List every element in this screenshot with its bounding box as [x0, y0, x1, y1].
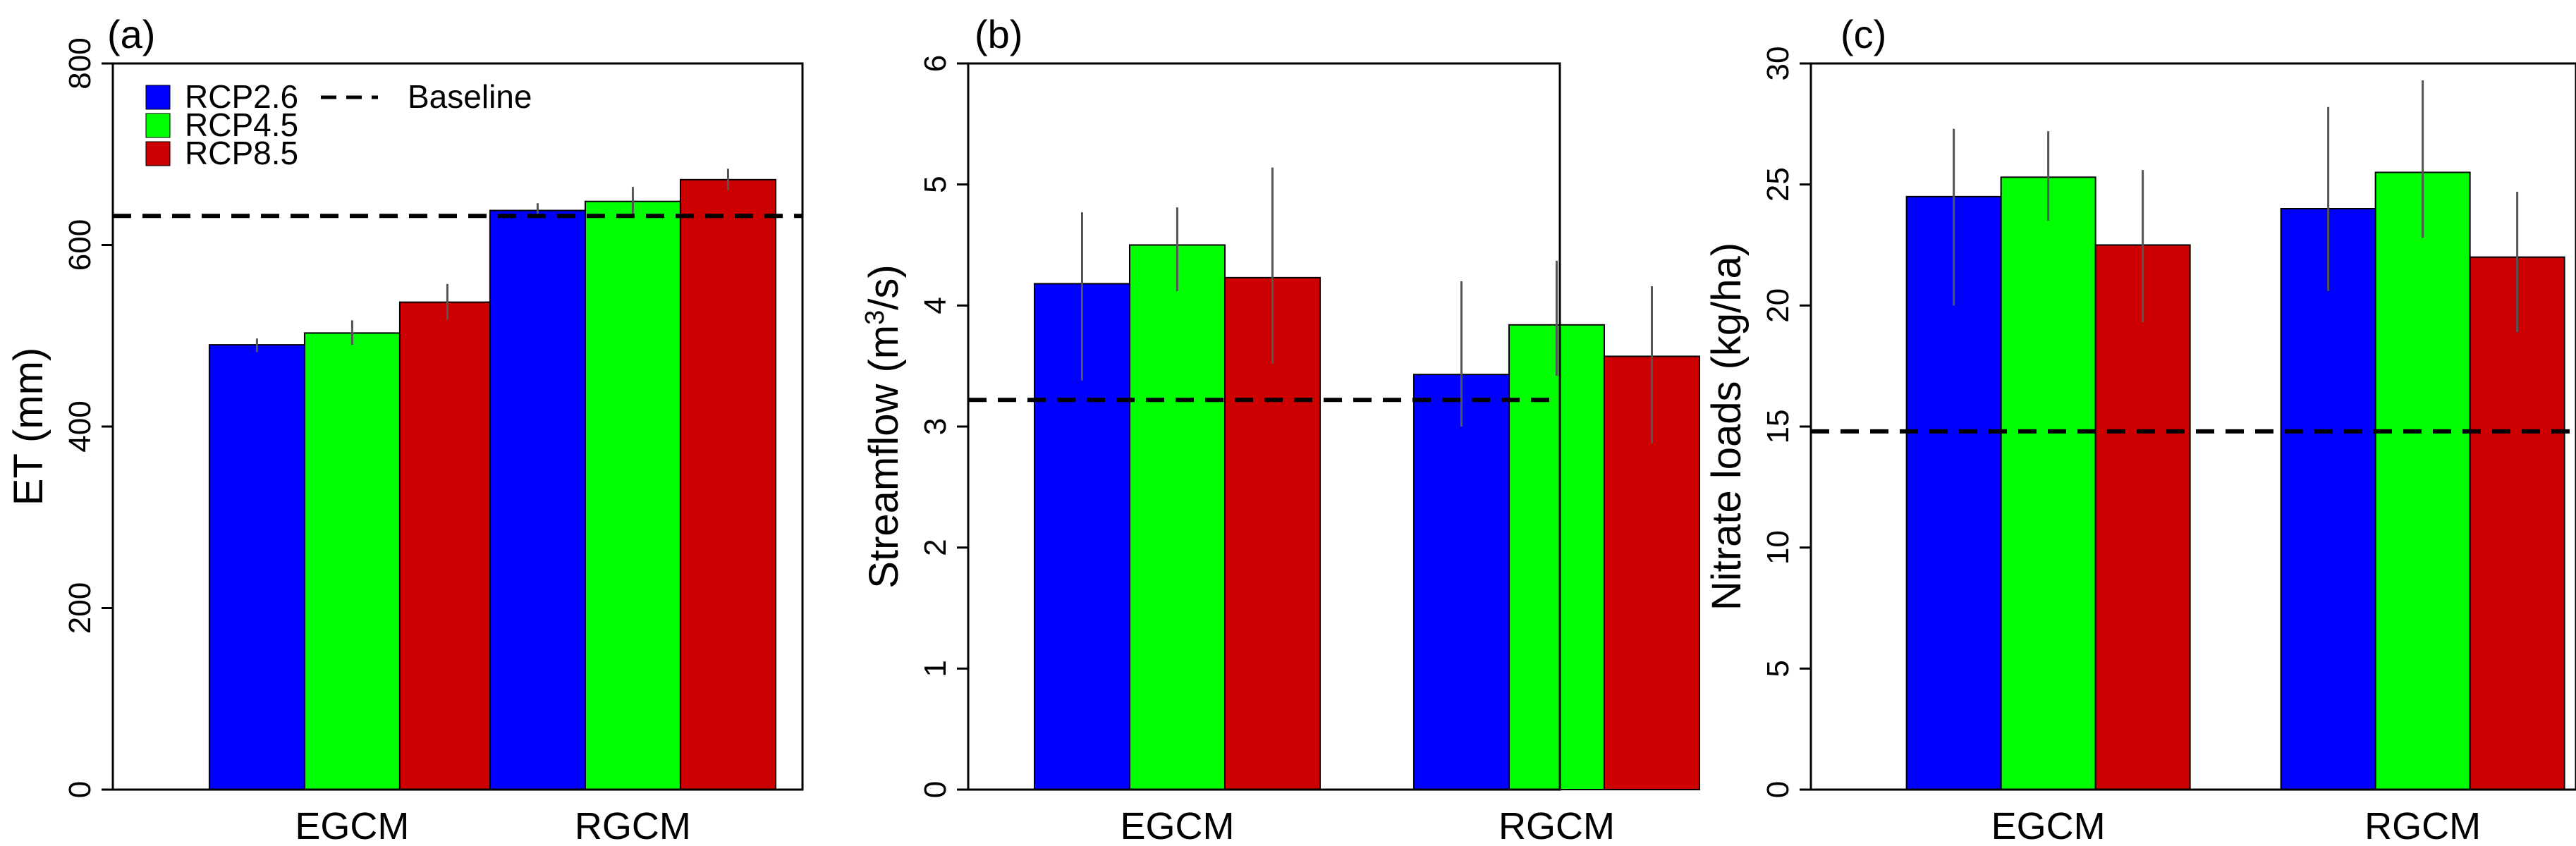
legend-swatch-rcp45 — [145, 113, 171, 138]
y-axis-title-main: ET (mm) — [6, 348, 51, 505]
bar-rgcm-rcp85 — [679, 178, 776, 791]
y-tick-label: 800 — [63, 37, 97, 89]
y-tick-label: 2 — [918, 539, 953, 556]
category-label: EGCM — [1120, 805, 1234, 846]
bar-egcm-rcp26 — [208, 344, 305, 790]
bar-egcm-rcp45 — [1128, 244, 1226, 790]
bar-egcm-rcp85 — [2094, 244, 2191, 790]
panel-label: (b) — [975, 12, 1023, 56]
y-tick-label: 0 — [918, 781, 953, 798]
y-tick-label: 30 — [1761, 47, 1795, 81]
panel-label: (c) — [1841, 12, 1886, 56]
y-tick-label: 15 — [1761, 410, 1795, 444]
legend-label: RCP2.6 — [185, 78, 298, 115]
y-axis-title-main: Streamflow (m — [861, 325, 907, 589]
category-label: RGCM — [2364, 805, 2481, 846]
y-tick-label: 6 — [918, 55, 953, 72]
bar-rgcm-rcp45 — [584, 200, 681, 790]
panel-label: (a) — [107, 12, 155, 56]
y-tick-label: 5 — [1761, 660, 1795, 677]
bar-egcm-rcp85 — [398, 301, 496, 790]
y-tick-label: 0 — [63, 781, 97, 798]
bar-rgcm-rcp26 — [2280, 208, 2376, 790]
legend-label: RCP4.5 — [185, 106, 298, 143]
bar-rgcm-rcp85 — [2469, 256, 2565, 790]
y-tick-label: 20 — [1761, 288, 1795, 323]
legend-swatch-rcp26 — [145, 85, 171, 110]
y-tick-label: 4 — [918, 297, 953, 314]
y-tick-label: 3 — [918, 418, 953, 435]
panel-3: EGCM RGCM 0 5 10 15 20 25 30 Nitrate loads (kg/ha… — [1704, 12, 2576, 846]
y-tick-label: 10 — [1761, 530, 1795, 565]
category-label: EGCM — [295, 805, 409, 846]
y-axis-title: Streamflow (m3/s) — [860, 264, 907, 588]
bar-egcm-rcp45 — [2000, 176, 2096, 791]
y-tick-label: 400 — [63, 400, 97, 452]
legend-label: RCP8.5 — [185, 135, 298, 171]
y-tick-label: 1 — [918, 660, 953, 677]
y-axis-title: ET (mm) — [6, 348, 51, 505]
legend-baseline-label: Baseline — [408, 78, 532, 115]
bar-rgcm-rcp26 — [1412, 374, 1510, 790]
y-axis-title-sup: 3 — [860, 310, 890, 325]
y-tick-label: 200 — [63, 582, 97, 634]
bar-rgcm-rcp45 — [1508, 324, 1605, 790]
category-label: RGCM — [575, 805, 691, 846]
y-tick-label: 600 — [63, 219, 97, 271]
y-tick-label: 5 — [918, 176, 953, 192]
legend-swatch-rcp85 — [145, 141, 171, 166]
bar-rgcm-rcp26 — [489, 209, 586, 790]
y-tick-label: 25 — [1761, 167, 1795, 202]
y-axis-title-main: Nitrate loads (kg/ha) — [1704, 243, 1750, 611]
bar-rgcm-rcp45 — [2374, 171, 2471, 790]
y-tick-label: 0 — [1761, 781, 1795, 798]
bar-egcm-rcp45 — [303, 332, 401, 790]
category-label: RGCM — [1498, 805, 1615, 846]
y-axis-title: Nitrate loads (kg/ha) — [1704, 243, 1750, 611]
panel-1: EGCM RGCM 0 200 400 600 800 ET (mm) (a) — [6, 12, 804, 846]
y-axis-title-tail: /s) — [861, 264, 907, 309]
category-label: EGCM — [1991, 805, 2106, 846]
